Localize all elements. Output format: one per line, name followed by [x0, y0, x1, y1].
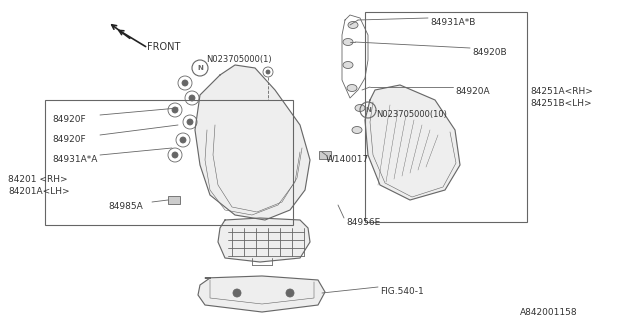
Ellipse shape — [348, 21, 358, 28]
Text: 84985A: 84985A — [108, 202, 143, 211]
Text: 84201A<LH>: 84201A<LH> — [8, 187, 70, 196]
Polygon shape — [198, 276, 325, 312]
Ellipse shape — [343, 61, 353, 68]
Circle shape — [189, 95, 195, 101]
Text: FRONT: FRONT — [147, 42, 180, 52]
Text: 84920F: 84920F — [52, 115, 86, 124]
Text: N023705000(1): N023705000(1) — [206, 55, 271, 64]
Ellipse shape — [343, 38, 353, 45]
Text: W140017: W140017 — [326, 155, 369, 164]
Text: 84956E: 84956E — [346, 218, 380, 227]
Ellipse shape — [355, 105, 365, 111]
Circle shape — [187, 119, 193, 125]
Circle shape — [286, 289, 294, 297]
Bar — [168, 196, 180, 204]
Polygon shape — [195, 65, 310, 220]
Ellipse shape — [352, 126, 362, 133]
Text: 84251B<LH>: 84251B<LH> — [530, 99, 591, 108]
Text: 84920F: 84920F — [52, 135, 86, 144]
Circle shape — [180, 137, 186, 143]
Text: 84920B: 84920B — [472, 48, 507, 57]
Polygon shape — [218, 218, 310, 262]
Text: 84931A*B: 84931A*B — [430, 18, 476, 27]
Text: N023705000(10): N023705000(10) — [376, 110, 447, 119]
Text: FIG.540-1: FIG.540-1 — [380, 287, 424, 296]
Bar — [365, 12, 527, 222]
Text: A842001158: A842001158 — [520, 308, 578, 317]
Polygon shape — [365, 85, 460, 200]
Text: 84931A*A: 84931A*A — [52, 155, 97, 164]
Circle shape — [172, 152, 178, 158]
Bar — [45, 100, 293, 225]
Bar — [319, 151, 331, 159]
Text: N: N — [365, 107, 371, 113]
Text: 84201 <RH>: 84201 <RH> — [8, 175, 68, 184]
Circle shape — [266, 70, 270, 74]
Circle shape — [172, 107, 178, 113]
Text: 84251A<RH>: 84251A<RH> — [530, 87, 593, 96]
Text: N: N — [197, 65, 203, 71]
Circle shape — [233, 289, 241, 297]
Ellipse shape — [347, 84, 357, 92]
Text: 84920A: 84920A — [455, 87, 490, 96]
Circle shape — [182, 80, 188, 86]
